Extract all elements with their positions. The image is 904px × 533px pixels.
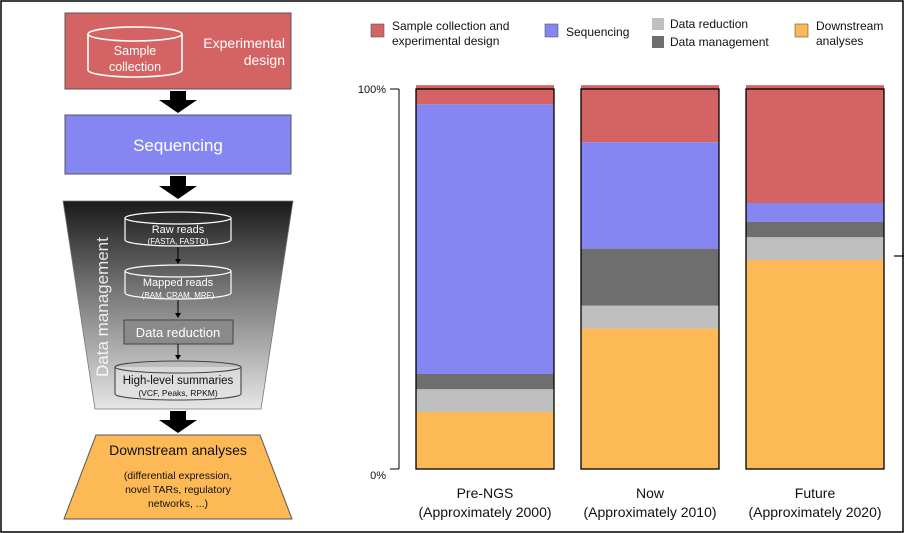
sequencing-box: Sequencing xyxy=(64,114,292,175)
downstream-line-3: networks, ...) xyxy=(148,498,208,510)
sample-collection-box: Sample collection Experimental design xyxy=(64,12,292,90)
sequencing-label: Sequencing xyxy=(133,136,223,155)
bar-segment-sequencing xyxy=(581,142,719,249)
sequencing-box-rect xyxy=(64,114,292,175)
legend-label-downstream-2: analyses xyxy=(816,34,863,48)
bar-segment-data-management xyxy=(746,222,884,238)
legend-swatch-sequencing xyxy=(544,23,559,38)
legend-swatch-data-reduction xyxy=(652,18,664,30)
downstream-title: Downstream analyses xyxy=(109,442,247,458)
sample-box-rect xyxy=(64,12,292,90)
arrow-down-icon xyxy=(159,91,197,113)
raw-reads-title: Raw reads xyxy=(152,224,205,236)
downstream-analyses-box: Downstream analyses (differential expres… xyxy=(63,434,293,520)
bar-segment-data-management xyxy=(416,374,554,390)
mapped-reads-title: Mapped reads xyxy=(143,277,214,289)
arrow-down-icon xyxy=(159,176,197,199)
data-reduction-label: Data reduction xyxy=(136,325,221,340)
legend-label-downstream-1: Downstream xyxy=(816,19,883,33)
mapped-reads-subtitle: (BAM, CRAM, MRF) xyxy=(142,291,215,300)
raw-reads-node: Raw reads (FASTA, FASTQ) xyxy=(124,211,232,247)
bar-segment-sample-collection-and-experimental-design xyxy=(416,85,554,105)
bar-outline xyxy=(580,88,720,470)
legend-label-sequencing: Sequencing xyxy=(566,25,629,39)
data-management-vertical-label: Data management xyxy=(93,237,112,377)
legend-label-sample-1: Sample collection and xyxy=(392,19,509,33)
bar-now xyxy=(580,85,720,470)
sample-cylinder-icon xyxy=(87,26,183,78)
legend-label-data-management: Data management xyxy=(670,35,769,49)
bar-outline xyxy=(415,88,555,470)
legend-label-sample-2: experimental design xyxy=(392,34,499,48)
downstream-line-2: novel TARs, regulatory xyxy=(125,484,232,496)
data-reduction-node: Data reduction xyxy=(123,319,234,345)
high-level-subtitle: (VCF, Peaks, RPKM) xyxy=(138,388,218,398)
raw-reads-cylinder-icon xyxy=(124,218,232,247)
high-level-cylinder-icon xyxy=(114,367,242,401)
high-level-title: High-level summaries xyxy=(123,375,234,387)
sample-cylinder-label-2: collection xyxy=(109,60,161,74)
data-reduction-rect xyxy=(123,319,234,345)
bar-pre-ngs xyxy=(415,85,555,470)
legend: Sample collection and experimental desig… xyxy=(370,17,883,49)
bar-segment-sample-collection-and-experimental-design xyxy=(746,85,884,203)
bar-future xyxy=(745,85,885,470)
bar-outline xyxy=(745,88,885,470)
high-level-summaries-node: High-level summaries (VCF, Peaks, RPKM) xyxy=(114,360,242,401)
legend-swatch-downstream xyxy=(794,23,809,38)
legend-swatch-sample xyxy=(370,23,385,38)
x-category-label: Now xyxy=(636,485,665,501)
small-arrow-icon xyxy=(175,313,181,318)
bar-segment-downstream-analyses xyxy=(581,328,719,469)
mapped-reads-node: Mapped reads (BAM, CRAM, MRF) xyxy=(124,264,232,300)
legend-label-data-reduction: Data reduction xyxy=(670,17,748,31)
stacked-bar-chart: 100% 0% Pre-NGS (Approximately 2000) Now (A… xyxy=(358,84,904,520)
bar-segment-data-management xyxy=(581,248,719,306)
x-category-label: Pre-NGS xyxy=(457,485,514,501)
small-arrow-icon xyxy=(175,355,181,360)
bar-segment-sequencing xyxy=(746,203,884,222)
x-category-sublabel: (Approximately 2020) xyxy=(748,504,881,520)
small-arrow-icon xyxy=(175,259,181,264)
experimental-label-1: Experimental xyxy=(203,35,285,51)
x-category-sublabel: (Approximately 2010) xyxy=(583,504,716,520)
data-management-funnel: Data management Raw reads (FASTA, FASTQ)… xyxy=(62,200,294,410)
legend-swatch-data-management xyxy=(652,36,664,48)
bar-segment-data-reduction xyxy=(746,237,884,260)
downstream-line-1: (differential expression, xyxy=(124,470,232,482)
bars xyxy=(415,85,885,470)
raw-reads-subtitle: (FASTA, FASTQ) xyxy=(148,237,209,246)
arrow-down-icon xyxy=(159,411,197,433)
downstream-shape xyxy=(63,434,293,520)
pipeline: Sample collection Experimental design Se… xyxy=(62,12,294,520)
bar-segment-sample-collection-and-experimental-design xyxy=(581,85,719,143)
sample-cylinder-label-1: Sample xyxy=(114,44,156,58)
bar-segment-sequencing xyxy=(416,104,554,374)
mapped-reads-cylinder-icon xyxy=(124,271,232,300)
x-labels: Pre-NGS (Approximately 2000) Now (Approxima… xyxy=(418,485,881,520)
x-category-label: Future xyxy=(795,485,836,501)
bar-segment-data-reduction xyxy=(581,305,719,329)
y-tick-label-top: 100% xyxy=(358,84,386,96)
y-tick-label-bottom: 0% xyxy=(370,470,386,482)
experimental-label-2: design xyxy=(244,52,285,68)
bar-segment-downstream-analyses xyxy=(416,412,554,469)
bar-segment-downstream-analyses xyxy=(746,260,884,469)
bar-segment-data-reduction xyxy=(416,389,554,412)
x-category-sublabel: (Approximately 2000) xyxy=(418,504,551,520)
